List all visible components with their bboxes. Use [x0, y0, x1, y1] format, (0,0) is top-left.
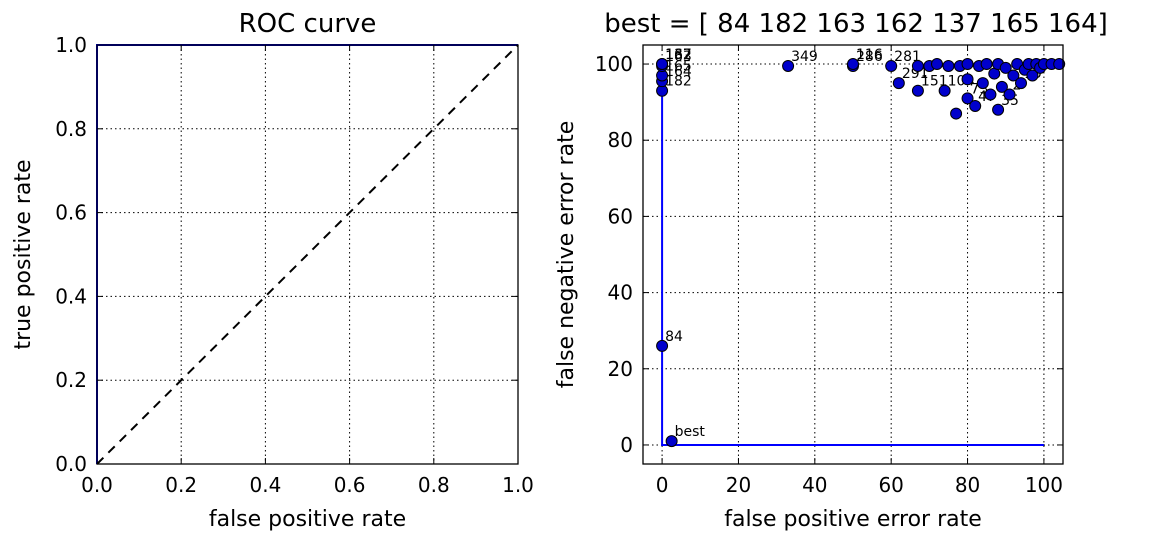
data-point	[980, 58, 993, 71]
data-point	[976, 77, 989, 90]
data-point	[847, 58, 859, 71]
data-point	[969, 99, 982, 112]
data-point	[995, 80, 1008, 93]
point-label: 281	[894, 49, 921, 65]
point-label: 84	[665, 329, 683, 345]
data-point	[999, 61, 1012, 74]
data-point	[961, 92, 974, 105]
data-point	[942, 59, 955, 72]
point-label: 165	[665, 58, 692, 74]
point-label: 151	[921, 74, 948, 90]
roc-y-axis-label: true positive rate	[11, 159, 36, 349]
data-point	[961, 58, 974, 71]
err-x-tick-label: 40	[802, 473, 827, 497]
data-point	[961, 73, 974, 86]
best-title: best = [ 84 182 163 162 137 165 164]	[604, 9, 1108, 39]
point-label: 137	[665, 47, 692, 63]
point-label: 182	[665, 74, 692, 90]
data-point	[665, 435, 678, 448]
error-y-axis-label: false negative error rate	[554, 121, 579, 388]
roc-x-axis-label: false positive rate	[209, 507, 406, 532]
data-point	[1003, 88, 1016, 101]
data-point	[950, 107, 963, 120]
roc-y-tick-label: 0.0	[55, 452, 87, 476]
data-point	[1007, 69, 1020, 82]
data-point	[782, 59, 795, 72]
err-y-tick-label: 100	[595, 52, 633, 76]
err-y-tick-label: 60	[608, 204, 633, 228]
roc-y-tick-label: 1.0	[55, 33, 87, 57]
roc-x-tick-label: 0.6	[334, 473, 366, 497]
error-axes-frame	[642, 44, 1064, 465]
roc-y-tick-label: 0.4	[55, 284, 87, 308]
data-point	[931, 58, 943, 71]
roc-x-tick-label: 0.4	[249, 473, 281, 497]
data-point	[892, 77, 905, 90]
err-x-tick-label: 80	[955, 473, 980, 497]
roc-diagonal-line	[96, 44, 519, 465]
data-point	[885, 59, 898, 72]
data-point	[984, 88, 997, 101]
data-point	[911, 59, 924, 72]
point-label: 349	[791, 49, 818, 65]
data-point	[1053, 58, 1066, 71]
err-x-tick-label: 20	[726, 473, 751, 497]
err-y-tick-label: 40	[608, 281, 633, 305]
data-point	[656, 339, 669, 352]
roc-curve-panel: 0.0 0.2 0.4 0.6 0.8 1.0 0.0 0.2 0.4 0.6 0.8 1.0 ROC…	[11, 9, 534, 532]
point-label: 286	[856, 49, 883, 65]
data-point	[656, 58, 669, 71]
data-point	[1026, 69, 1039, 82]
roc-axes-frame	[96, 44, 519, 465]
err-x-tick-label: 100	[1025, 473, 1063, 497]
point-label: 164	[665, 64, 692, 80]
error-rate-panel: 0 20 40 60 80 100 0 20 40 60 80 100 best 84 182164165…	[554, 9, 1108, 532]
data-point	[1015, 77, 1027, 90]
data-point	[911, 84, 924, 97]
roc-y-tick-label: 0.6	[55, 201, 87, 225]
err-y-tick-label: 20	[608, 357, 633, 381]
err-y-tick-label: 80	[608, 128, 633, 152]
data-point	[938, 84, 951, 97]
err-y-tick-label: 0	[620, 433, 633, 457]
data-point	[992, 103, 1005, 116]
point-label: 163	[665, 49, 692, 65]
roc-x-tick-label: 0.2	[165, 473, 197, 497]
roc-x-tick-label: 0.0	[81, 473, 113, 497]
roc-y-tick-label: 0.2	[55, 368, 87, 392]
best-boundary-line	[661, 64, 1044, 446]
err-x-tick-label: 60	[878, 473, 903, 497]
roc-x-tick-label: 1.0	[502, 473, 534, 497]
roc-chart-title: ROC curve	[239, 9, 377, 39]
err-x-tick-label: 0	[656, 473, 669, 497]
roc-y-tick-label: 0.8	[55, 117, 87, 141]
error-x-axis-label: false positive error rate	[724, 507, 982, 532]
point-label: best	[675, 424, 706, 440]
point-label: 162	[665, 47, 692, 63]
roc-x-tick-label: 0.8	[418, 473, 450, 497]
point-label: 116	[856, 47, 883, 63]
